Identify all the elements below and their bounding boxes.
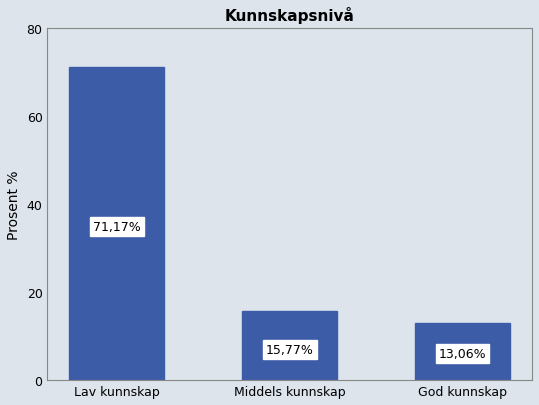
Bar — [415, 323, 510, 380]
Y-axis label: Prosent %: Prosent % — [7, 170, 21, 239]
Text: 13,06%: 13,06% — [439, 347, 486, 360]
Text: 15,77%: 15,77% — [266, 343, 314, 356]
Title: Kunnskapsnivå: Kunnskapsnivå — [225, 7, 355, 24]
Text: 71,17%: 71,17% — [93, 220, 141, 233]
Bar — [70, 68, 164, 380]
Bar — [242, 311, 337, 380]
